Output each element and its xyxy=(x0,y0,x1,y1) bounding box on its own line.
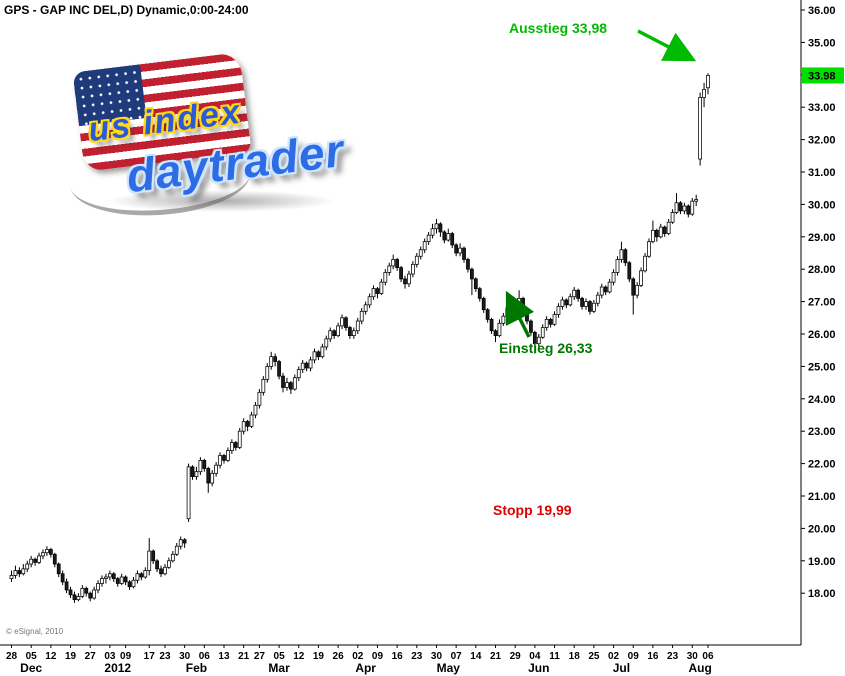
svg-text:17: 17 xyxy=(144,651,156,662)
svg-text:09: 09 xyxy=(372,651,384,662)
time-axis: 28 05 12 19 27 03 09 17 23 30 06 13 21 27 05 12 19 26 02 09… xyxy=(6,645,714,675)
svg-text:18: 18 xyxy=(569,651,581,662)
exit-arrow xyxy=(637,29,697,62)
svg-text:Apr: Apr xyxy=(355,661,376,675)
svg-text:26: 26 xyxy=(333,651,345,662)
svg-text:25.00: 25.00 xyxy=(808,361,836,373)
svg-text:05: 05 xyxy=(26,651,38,662)
svg-text:09: 09 xyxy=(120,651,132,662)
svg-text:19: 19 xyxy=(313,651,325,662)
svg-text:23: 23 xyxy=(159,651,171,662)
svg-text:24.00: 24.00 xyxy=(808,394,836,406)
chart-title: GPS - GAP INC DEL,D) Dynamic,0:00-24:00 xyxy=(4,3,249,17)
logo-shadow xyxy=(106,190,336,212)
candle-series xyxy=(9,73,710,603)
svg-text:27: 27 xyxy=(85,651,97,662)
svg-text:03: 03 xyxy=(104,651,116,662)
svg-text:30: 30 xyxy=(687,651,699,662)
svg-text:30.00: 30.00 xyxy=(808,199,836,211)
last-price-badge: 33.98 xyxy=(802,67,844,84)
svg-text:06: 06 xyxy=(199,651,211,662)
svg-text:29.00: 29.00 xyxy=(808,232,836,244)
svg-text:21: 21 xyxy=(490,651,502,662)
svg-text:16: 16 xyxy=(647,651,659,662)
entry-arrow xyxy=(505,290,535,338)
svg-text:22.00: 22.00 xyxy=(808,459,836,471)
svg-text:25: 25 xyxy=(588,651,600,662)
svg-text:Mar: Mar xyxy=(268,661,290,675)
stop-annotation: Stopp 19,99 xyxy=(493,502,572,518)
svg-text:32.00: 32.00 xyxy=(808,135,836,147)
svg-text:Aug: Aug xyxy=(688,661,711,675)
svg-text:16: 16 xyxy=(392,651,404,662)
svg-text:13: 13 xyxy=(218,651,230,662)
entry-annotation: Einstieg 26,33 xyxy=(499,340,593,356)
svg-text:12: 12 xyxy=(293,651,305,662)
svg-text:Jun: Jun xyxy=(528,661,549,675)
svg-text:23: 23 xyxy=(667,651,679,662)
svg-text:06: 06 xyxy=(702,651,714,662)
svg-text:30: 30 xyxy=(179,651,191,662)
copyright: © eSignal, 2010 xyxy=(6,627,64,636)
svg-text:31.00: 31.00 xyxy=(808,167,836,179)
svg-text:29: 29 xyxy=(510,651,522,662)
svg-text:27.00: 27.00 xyxy=(808,297,836,309)
svg-text:07: 07 xyxy=(451,651,463,662)
svg-text:33.00: 33.00 xyxy=(808,102,836,114)
svg-text:11: 11 xyxy=(549,651,560,662)
svg-text:Dec: Dec xyxy=(20,661,42,675)
exit-annotation: Ausstieg 33,98 xyxy=(509,20,608,36)
svg-text:19: 19 xyxy=(65,651,77,662)
svg-text:33.98: 33.98 xyxy=(808,70,836,82)
svg-text:27: 27 xyxy=(254,651,266,662)
svg-text:05: 05 xyxy=(274,651,286,662)
svg-text:04: 04 xyxy=(529,651,541,662)
svg-text:02: 02 xyxy=(608,651,620,662)
logo: us index daytrader xyxy=(66,52,386,225)
svg-text:20.00: 20.00 xyxy=(808,523,836,535)
svg-text:30: 30 xyxy=(431,651,443,662)
svg-text:21: 21 xyxy=(238,651,250,662)
svg-text:Feb: Feb xyxy=(186,661,207,675)
svg-text:26.00: 26.00 xyxy=(808,329,836,341)
svg-text:09: 09 xyxy=(628,651,640,662)
svg-text:02: 02 xyxy=(352,651,364,662)
price-axis: 36.0035.0034.0033.0032.0031.0030.0029.00… xyxy=(801,5,836,600)
svg-text:12: 12 xyxy=(45,651,57,662)
svg-text:23.00: 23.00 xyxy=(808,426,836,438)
svg-text:21.00: 21.00 xyxy=(808,491,836,503)
svg-text:35.00: 35.00 xyxy=(808,37,836,49)
svg-text:23: 23 xyxy=(411,651,423,662)
svg-text:19.00: 19.00 xyxy=(808,556,836,568)
svg-text:14: 14 xyxy=(470,651,482,662)
svg-text:28: 28 xyxy=(6,651,18,662)
svg-text:18.00: 18.00 xyxy=(808,588,836,600)
svg-text:Jul: Jul xyxy=(613,661,630,675)
svg-text:28.00: 28.00 xyxy=(808,264,836,276)
svg-text:2012: 2012 xyxy=(104,661,131,675)
svg-text:May: May xyxy=(437,661,461,675)
svg-text:36.00: 36.00 xyxy=(808,5,836,17)
